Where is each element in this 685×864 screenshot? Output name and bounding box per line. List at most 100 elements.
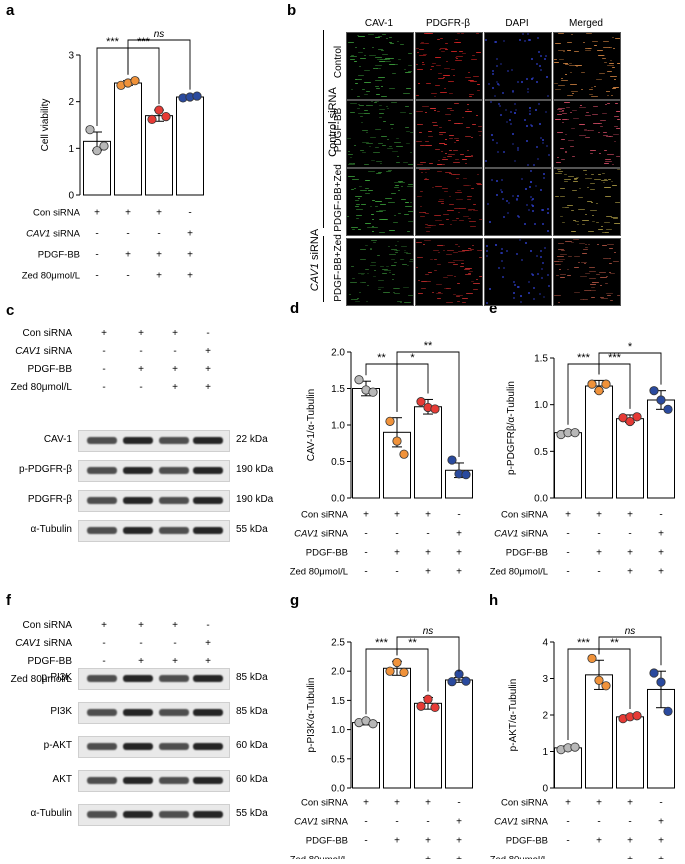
blot-band <box>87 497 117 504</box>
significance-bracket <box>127 39 191 90</box>
data-point <box>416 701 426 711</box>
bar <box>383 431 411 499</box>
blot-strip <box>78 702 230 724</box>
micro-signal <box>442 188 448 189</box>
micro-signal <box>359 186 362 187</box>
micro-signal <box>381 50 384 51</box>
micro-signal <box>594 179 601 180</box>
micro-signal <box>575 65 582 66</box>
micro-signal <box>615 202 620 203</box>
micro-signal <box>467 150 469 151</box>
condition-sign: + <box>565 798 571 809</box>
micro-signal <box>524 223 526 225</box>
y-axis-label: Cell viability <box>40 99 51 152</box>
micro-signal <box>375 37 380 38</box>
micro-signal <box>454 138 459 139</box>
blot-strip <box>78 490 230 512</box>
data-point <box>354 375 364 385</box>
micro-signal <box>372 231 374 232</box>
micro-signal <box>366 91 370 92</box>
micro-signal <box>405 72 411 73</box>
micro-signal <box>361 204 366 205</box>
micro-signal <box>567 50 571 51</box>
micro-signal <box>612 67 615 68</box>
micro-signal <box>578 262 580 263</box>
micro-signal <box>584 263 586 264</box>
micro-signal <box>456 295 463 296</box>
micro-signal <box>401 186 403 187</box>
micro-signal <box>589 89 593 90</box>
micro-signal <box>590 210 597 211</box>
micro-signal <box>604 179 607 180</box>
micro-signal <box>562 110 564 111</box>
micro-signal <box>435 57 441 58</box>
data-point <box>649 386 659 396</box>
condition-sign: + <box>658 836 664 847</box>
y-tick-label: 1.0 <box>331 421 345 432</box>
blot-band <box>123 743 153 750</box>
micro-signal <box>398 190 400 191</box>
micro-signal <box>571 210 574 211</box>
micro-signal <box>446 302 453 303</box>
micro-signal <box>419 169 426 170</box>
panel-letter-b: b <box>287 2 297 19</box>
micro-signal <box>602 173 605 174</box>
blot-condition-cav1_sirna: CAV1 siRNA <box>15 638 72 649</box>
micro-signal <box>506 250 508 252</box>
micro-signal <box>529 113 531 115</box>
micro-signal <box>472 55 475 56</box>
micro-signal <box>592 215 594 216</box>
blot-sign: + <box>172 656 178 667</box>
micro-signal <box>562 122 564 123</box>
micro-signal <box>570 146 574 147</box>
micro-signal <box>404 302 411 303</box>
micro-signal <box>562 113 567 114</box>
micro-signal <box>391 193 396 194</box>
blot-sign: - <box>139 346 143 357</box>
condition-sign: + <box>394 510 400 521</box>
micro-signal <box>572 156 575 157</box>
micro-signal <box>496 194 498 196</box>
blot-band <box>123 467 153 474</box>
micro-signal <box>365 193 370 194</box>
micro-signal <box>507 212 509 214</box>
micro-signal <box>558 171 563 172</box>
micro-signal <box>373 276 376 277</box>
micro-signal <box>456 56 463 57</box>
blot-band <box>193 527 223 534</box>
micro-signal <box>558 249 564 250</box>
data-point <box>594 386 604 396</box>
micro-signal <box>459 51 463 52</box>
micro-signal <box>555 43 561 44</box>
micro-signal <box>437 164 442 165</box>
condition-sign: + <box>394 548 400 559</box>
micro-signal <box>416 95 419 96</box>
micro-signal <box>355 196 362 197</box>
micro-signal <box>358 198 360 199</box>
condition-label-cav1_sirna: CAV1 siRNA <box>26 229 81 240</box>
micro-signal <box>404 69 406 70</box>
micro-signal <box>541 268 543 270</box>
micro-signal <box>357 96 360 97</box>
chart-svg-e: 0.00.51.01.5p-PDGFRβ/α-Tubulin*** ****Con… <box>490 341 675 578</box>
micro-signal <box>501 260 503 262</box>
micro-signal <box>560 254 567 255</box>
micro-signal <box>592 221 595 222</box>
micro-signal <box>465 156 471 157</box>
blot-band <box>193 777 223 784</box>
blot-strip <box>78 668 230 690</box>
micro-signal <box>350 56 357 57</box>
blot-label: CAV-1 <box>43 434 72 445</box>
blot-sign: - <box>139 638 143 649</box>
micro-signal <box>372 226 374 227</box>
micro-signal <box>607 103 610 104</box>
micro-signal <box>500 114 502 116</box>
micro-signal <box>456 58 458 59</box>
micro-signal <box>405 202 409 203</box>
micro-signal <box>564 179 571 180</box>
blot-label: α-Tubulin <box>30 524 72 535</box>
micro-signal <box>535 185 537 187</box>
micro-signal <box>445 139 447 140</box>
micro-signal <box>606 91 608 92</box>
blot-sign: + <box>138 328 144 339</box>
